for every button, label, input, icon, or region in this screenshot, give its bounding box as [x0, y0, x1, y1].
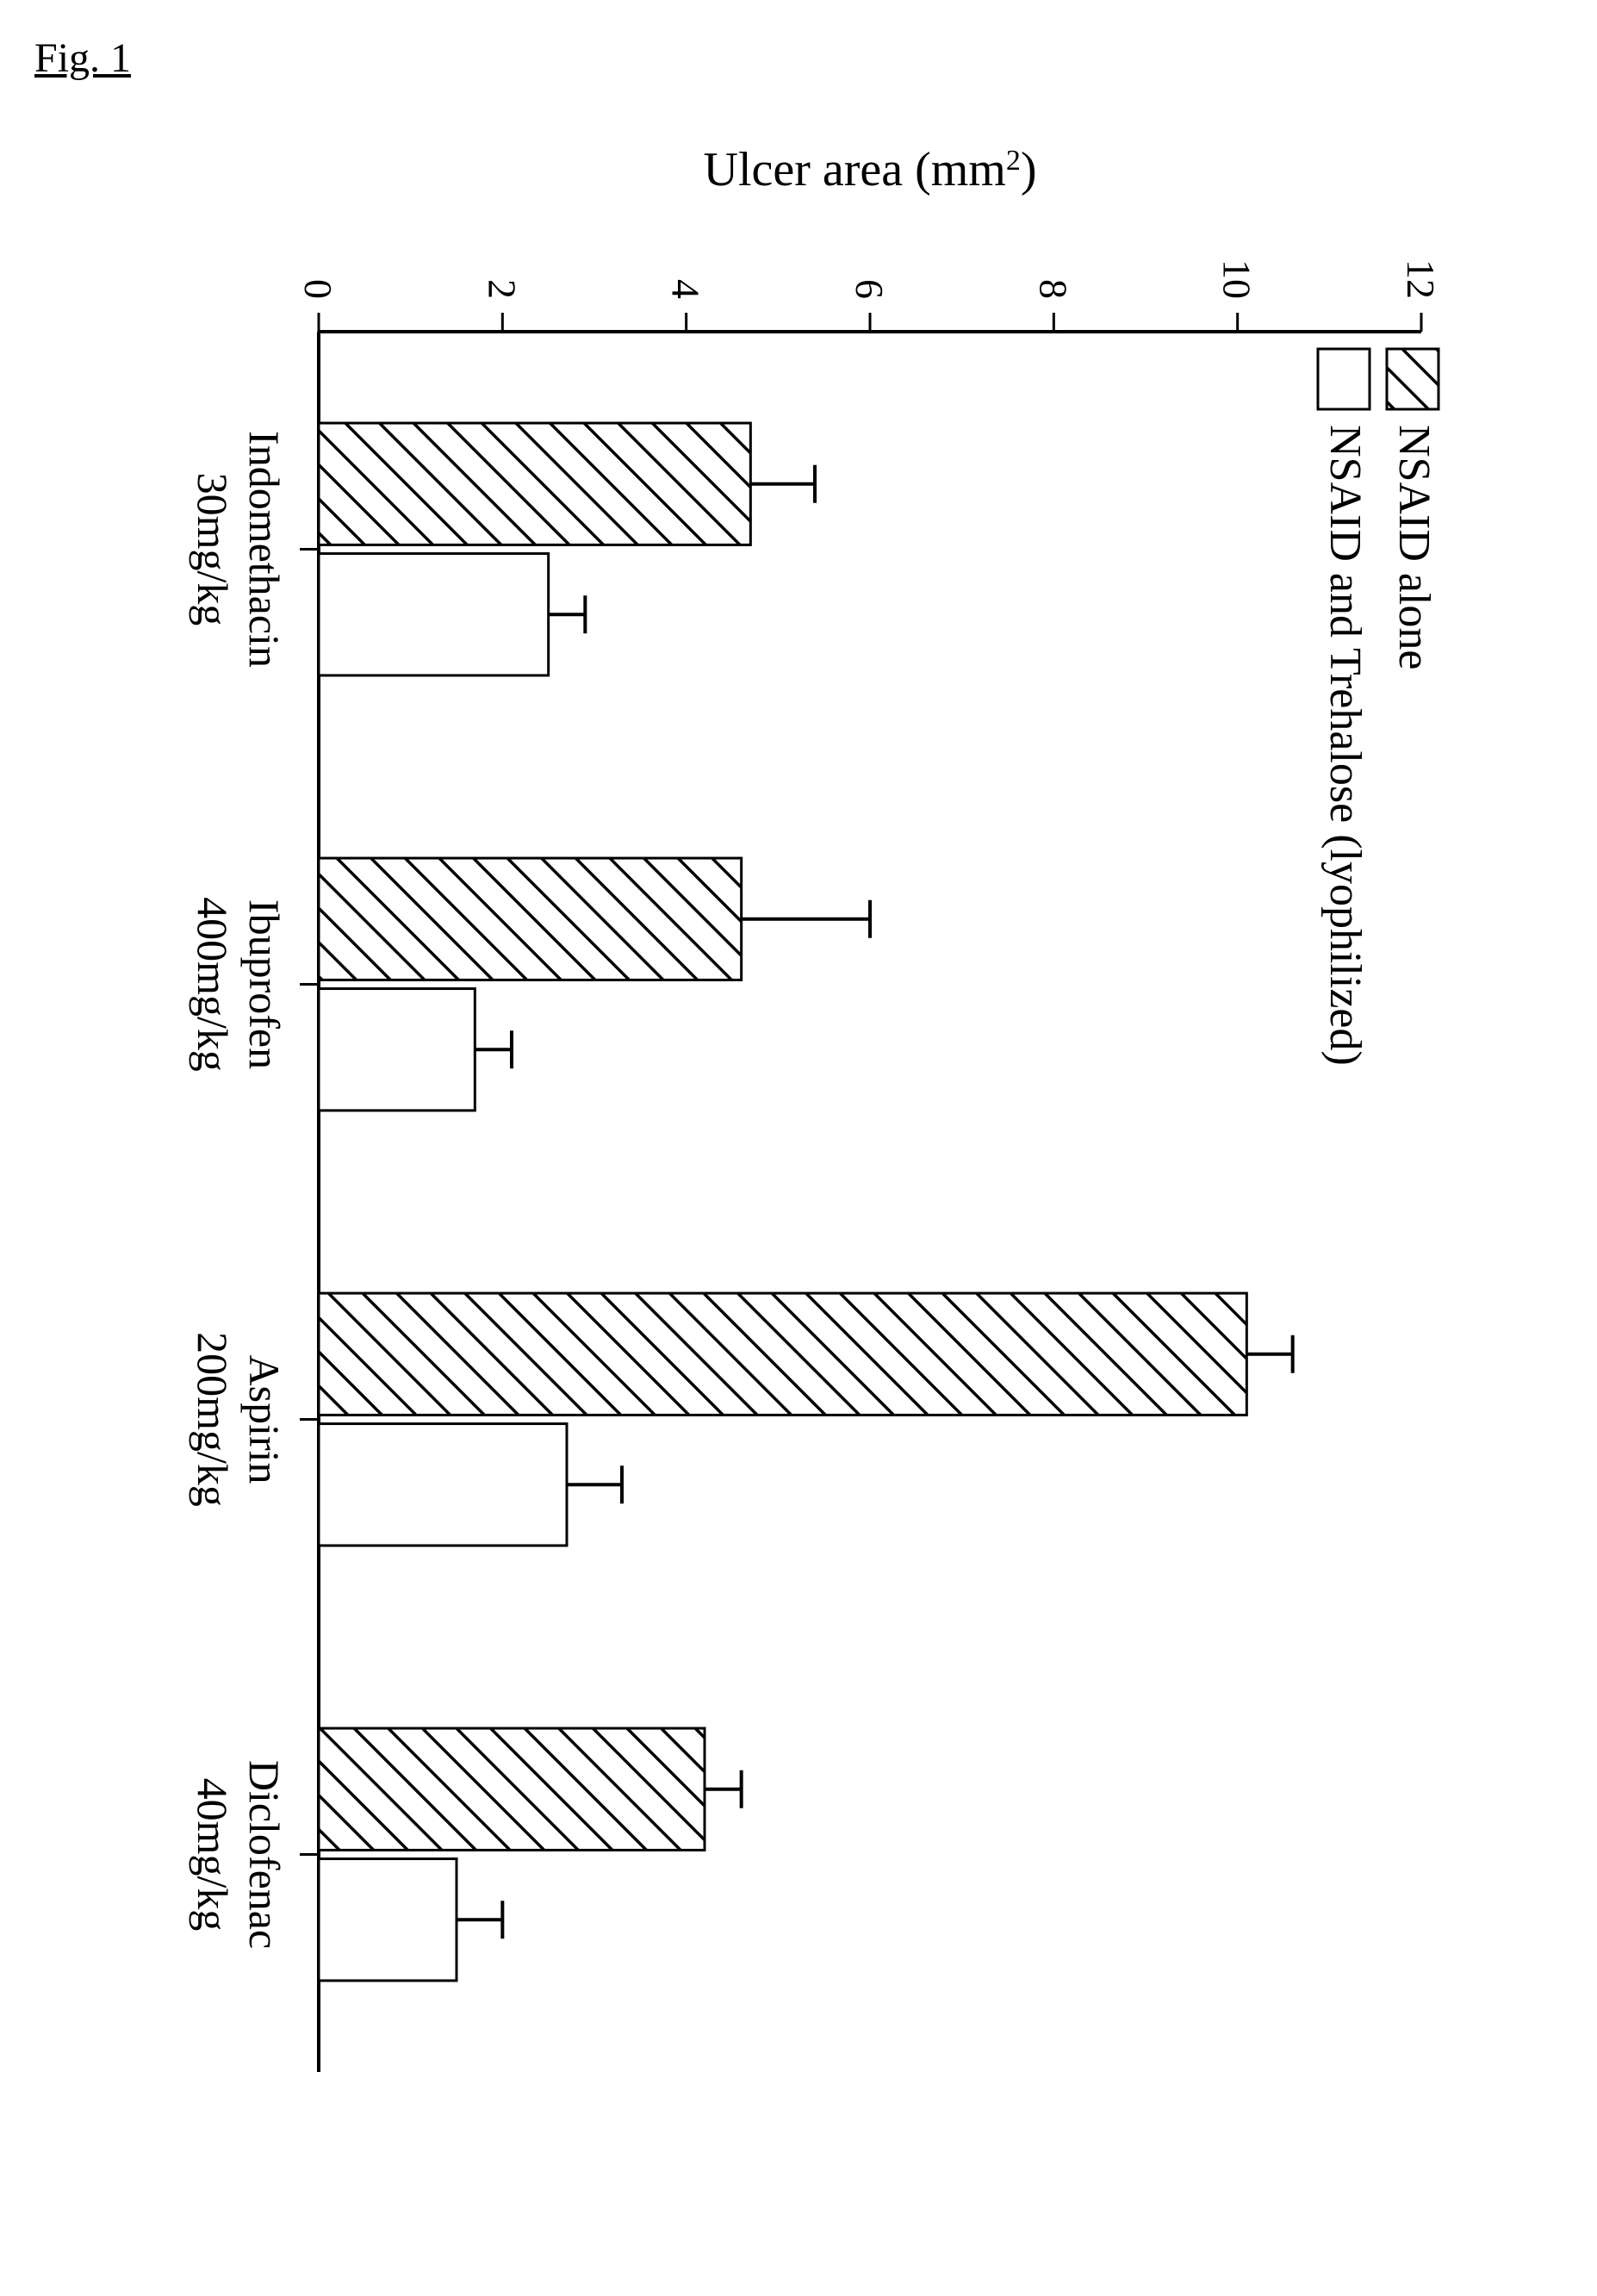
y-axis-label: Ulcer area (mm2)	[704, 143, 1037, 196]
bar-chart: 0 2 4 6 8 10 12 Ulcer area (mm2) Indomethacin30m…	[34, 108, 1499, 2175]
category-label: Ibuprofen	[240, 899, 289, 1069]
chart-upright: 0 2 4 6 8 10 12 Ulcer area (mm2) Indomethacin30m…	[34, 108, 1499, 2175]
bar-nsaid-alone	[319, 1293, 1246, 1415]
bar-nsaid-trehalose	[319, 1859, 457, 1981]
category-label: Diclofenac	[240, 1760, 289, 1949]
category-label: Aspirin	[240, 1355, 289, 1484]
bar-nsaid-trehalose	[319, 554, 549, 675]
bar-nsaid-alone	[319, 858, 742, 980]
y-tick-label: 8	[1031, 279, 1075, 299]
svg-text:Ulcer area (mm2): Ulcer area (mm2)	[704, 143, 1037, 196]
y-tick-label: 6	[848, 279, 892, 299]
legend-label: NSAID and Trehalose (lyophilized)	[1320, 425, 1370, 1066]
y-tick-label: 10	[1215, 259, 1259, 299]
y-tick-label: 12	[1399, 259, 1443, 299]
category-label-dose: 40mg/kg	[189, 1778, 237, 1932]
legend-swatch-hatched	[1387, 349, 1439, 409]
bar-nsaid-trehalose	[319, 1424, 567, 1546]
bar-nsaid-alone	[319, 1728, 705, 1850]
y-tick-label: 2	[480, 279, 524, 299]
figure-container: Fig. 1 0 2 4 6 8 10 12 Ulcer area (mm2) Indometh…	[34, 34, 1563, 2262]
bar-nsaid-alone	[319, 423, 750, 544]
legend-label: NSAID alone	[1389, 425, 1439, 670]
y-tick-label: 4	[664, 279, 708, 299]
legend-swatch-open	[1318, 349, 1370, 409]
category-label-dose: 30mg/kg	[189, 473, 237, 626]
bar-nsaid-trehalose	[319, 989, 475, 1111]
y-tick-label: 0	[296, 279, 340, 299]
category-label-dose: 400mg/kg	[189, 897, 237, 1072]
figure-label: Fig. 1	[34, 34, 1563, 82]
rotated-chart-container: 0 2 4 6 8 10 12 Ulcer area (mm2) Indomethacin30m…	[34, 108, 1563, 2262]
category-label-dose: 200mg/kg	[189, 1332, 237, 1507]
category-label: Indomethacin	[240, 431, 289, 668]
